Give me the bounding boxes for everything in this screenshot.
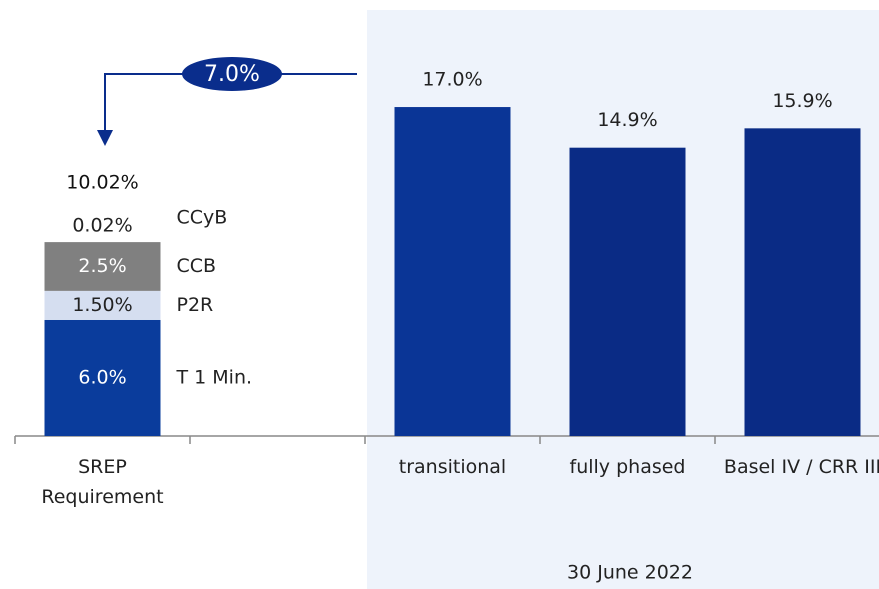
value-label: 17.0% — [422, 69, 482, 91]
bar — [744, 128, 861, 436]
x-tick-label: transitional — [398, 456, 507, 478]
bar — [394, 107, 511, 437]
segment-name: CCB — [177, 255, 217, 277]
x-tick-label: Basel IV / CRR III — [723, 456, 879, 478]
value-label: 14.9% — [597, 109, 657, 131]
segment-label: 2.5% — [78, 255, 126, 277]
bar — [569, 147, 686, 436]
segment-name: P2R — [177, 294, 214, 316]
x-tick-label: fully phased — [569, 456, 686, 478]
stack-total: 10.02% — [66, 172, 138, 194]
segment-name: CCyB — [177, 207, 228, 229]
segment-label: 6.0% — [78, 366, 126, 388]
value-label: 15.9% — [772, 90, 832, 112]
segment-name: T 1 Min. — [176, 366, 253, 388]
segment-label: 0.02% — [72, 215, 132, 237]
x-tick-label: SREP Requirement — [41, 456, 164, 508]
stack-segment — [44, 290, 161, 320]
annotation-label: 7.0% — [204, 62, 260, 87]
segment-label: 1.50% — [72, 294, 132, 316]
stack-segment — [44, 242, 161, 291]
group-label: 30 June 2022 — [567, 562, 693, 584]
annotation-badge — [182, 57, 282, 91]
arrow-head — [97, 130, 113, 146]
stack-segment — [44, 319, 161, 436]
